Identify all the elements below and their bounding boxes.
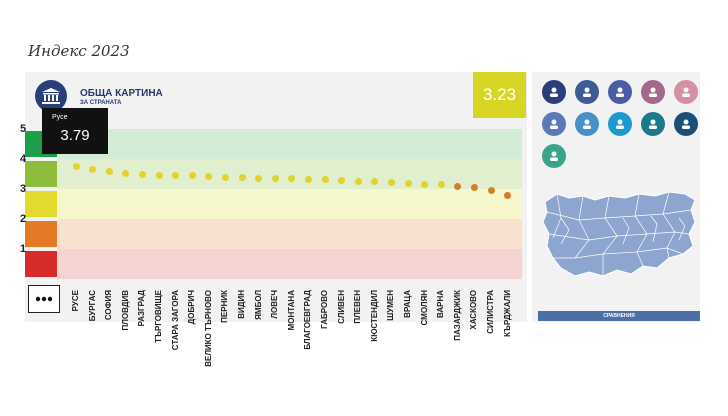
people-icon[interactable]	[575, 80, 599, 104]
data-point[interactable]	[454, 182, 462, 190]
data-point[interactable]	[205, 173, 213, 181]
data-point[interactable]	[172, 172, 180, 180]
axis-box-1	[25, 251, 57, 277]
gavel-icon[interactable]	[542, 112, 566, 136]
city-label: ВИДИН	[237, 290, 246, 319]
overall-score: 3.23	[473, 72, 526, 118]
data-point[interactable]	[155, 171, 163, 179]
bulgaria-map[interactable]	[539, 188, 699, 280]
data-point[interactable]	[354, 177, 362, 185]
city-label: МОНТАНА	[286, 290, 296, 331]
compare-button[interactable]: СРАВНЕНИЯ	[538, 311, 700, 321]
data-point[interactable]	[255, 174, 263, 182]
coins-icon[interactable]	[674, 80, 698, 104]
city-label: БУРГАС	[87, 290, 97, 322]
city-label: ПЛЕВЕН	[353, 290, 363, 324]
city-label: РУСЕ	[71, 290, 80, 312]
score-band-5	[57, 129, 522, 159]
city-label: СОФИЯ	[104, 290, 114, 321]
data-point[interactable]	[138, 170, 146, 178]
data-point[interactable]	[288, 175, 296, 183]
tooltip: Русе 3.79	[42, 108, 108, 154]
axis-tick-label: 5	[19, 123, 27, 135]
city-label: КЮСТЕНДИЛ	[369, 290, 379, 342]
city-label: ПАЗАРДЖИК	[452, 290, 462, 341]
data-point[interactable]	[321, 176, 329, 184]
podium-icon[interactable]	[641, 80, 665, 104]
city-label: РАЗГРАД	[137, 290, 147, 327]
header-title: ОБЩА КАРТИНА	[80, 88, 163, 99]
city-label: СМОЛЯН	[419, 290, 429, 326]
data-point[interactable]	[271, 175, 279, 183]
data-point[interactable]	[487, 187, 495, 195]
city-label: ПЕРНИК	[220, 290, 230, 323]
data-point[interactable]	[221, 173, 229, 181]
data-point[interactable]	[421, 180, 429, 188]
axis-tick-label: 1	[19, 243, 27, 255]
axis-tick-label: 3	[19, 183, 27, 195]
hands-icon[interactable]	[542, 144, 566, 168]
city-label: ДОБРИЧ	[187, 290, 197, 325]
briefcase-icon[interactable]	[608, 112, 632, 136]
data-point[interactable]	[304, 176, 312, 183]
ellipsis-icon	[35, 296, 53, 302]
data-point[interactable]	[105, 167, 113, 175]
city-label: ЯМБОЛ	[253, 290, 263, 320]
data-point[interactable]	[470, 183, 478, 191]
score-band-2	[57, 219, 522, 249]
data-point[interactable]	[188, 172, 196, 180]
axis-tick-label: 4	[19, 153, 27, 165]
city-label: СИЛИСТРА	[486, 290, 495, 334]
data-point[interactable]	[404, 179, 412, 187]
city-label: ВРАЦА	[403, 290, 412, 318]
city-label: КЪРДЖАЛИ	[502, 290, 512, 337]
police-icon[interactable]	[575, 112, 599, 136]
score-band-3	[57, 189, 522, 219]
city-label: ВАРНА	[436, 290, 446, 319]
axis-box-3	[25, 191, 57, 217]
data-point[interactable]	[387, 178, 395, 186]
city-label: СТАРА ЗАГОРА	[170, 290, 180, 351]
city-label: ТЪРГОВИЩЕ	[154, 290, 163, 343]
data-point[interactable]	[371, 178, 379, 186]
more-button[interactable]	[28, 285, 60, 313]
institution-icon[interactable]	[542, 80, 566, 104]
tooltip-label: Русе	[52, 114, 68, 121]
axis-box-4	[25, 161, 57, 187]
institution-icon	[35, 80, 67, 112]
data-point[interactable]	[437, 180, 445, 188]
microphone-icon[interactable]	[641, 112, 665, 136]
city-label: ПЛОВДИВ	[120, 290, 130, 331]
page-title: Индекс 2023	[28, 42, 130, 60]
data-point[interactable]	[72, 162, 80, 170]
city-label: ГАБРОВО	[320, 290, 329, 329]
axis-tick-label: 2	[19, 213, 27, 225]
header-subtitle: ЗА СТРАНАТА	[80, 100, 122, 106]
data-point[interactable]	[89, 165, 97, 173]
city-label: БЛАГОЕВГРАД	[303, 290, 313, 350]
score-band-1	[57, 249, 522, 279]
city-label: ВЕЛИКО ТЪРНОВО	[203, 290, 213, 367]
axis-box-2	[25, 221, 57, 247]
tooltip-value: 3.79	[60, 127, 90, 144]
person-icon[interactable]	[608, 80, 632, 104]
city-label: ЛОВЕЧ	[270, 290, 280, 319]
city-label: СЛИВЕН	[336, 290, 346, 324]
panel-header: ОБЩА КАРТИНА ЗА СТРАНАТА 3.23	[25, 72, 527, 118]
group-icon[interactable]	[674, 112, 698, 136]
city-label: ХАСКОВО	[469, 290, 479, 330]
data-point[interactable]	[238, 174, 246, 182]
data-point[interactable]	[122, 169, 130, 177]
data-point[interactable]	[338, 177, 346, 185]
data-point[interactable]	[504, 191, 512, 199]
city-label: ШУМЕН	[386, 290, 396, 321]
